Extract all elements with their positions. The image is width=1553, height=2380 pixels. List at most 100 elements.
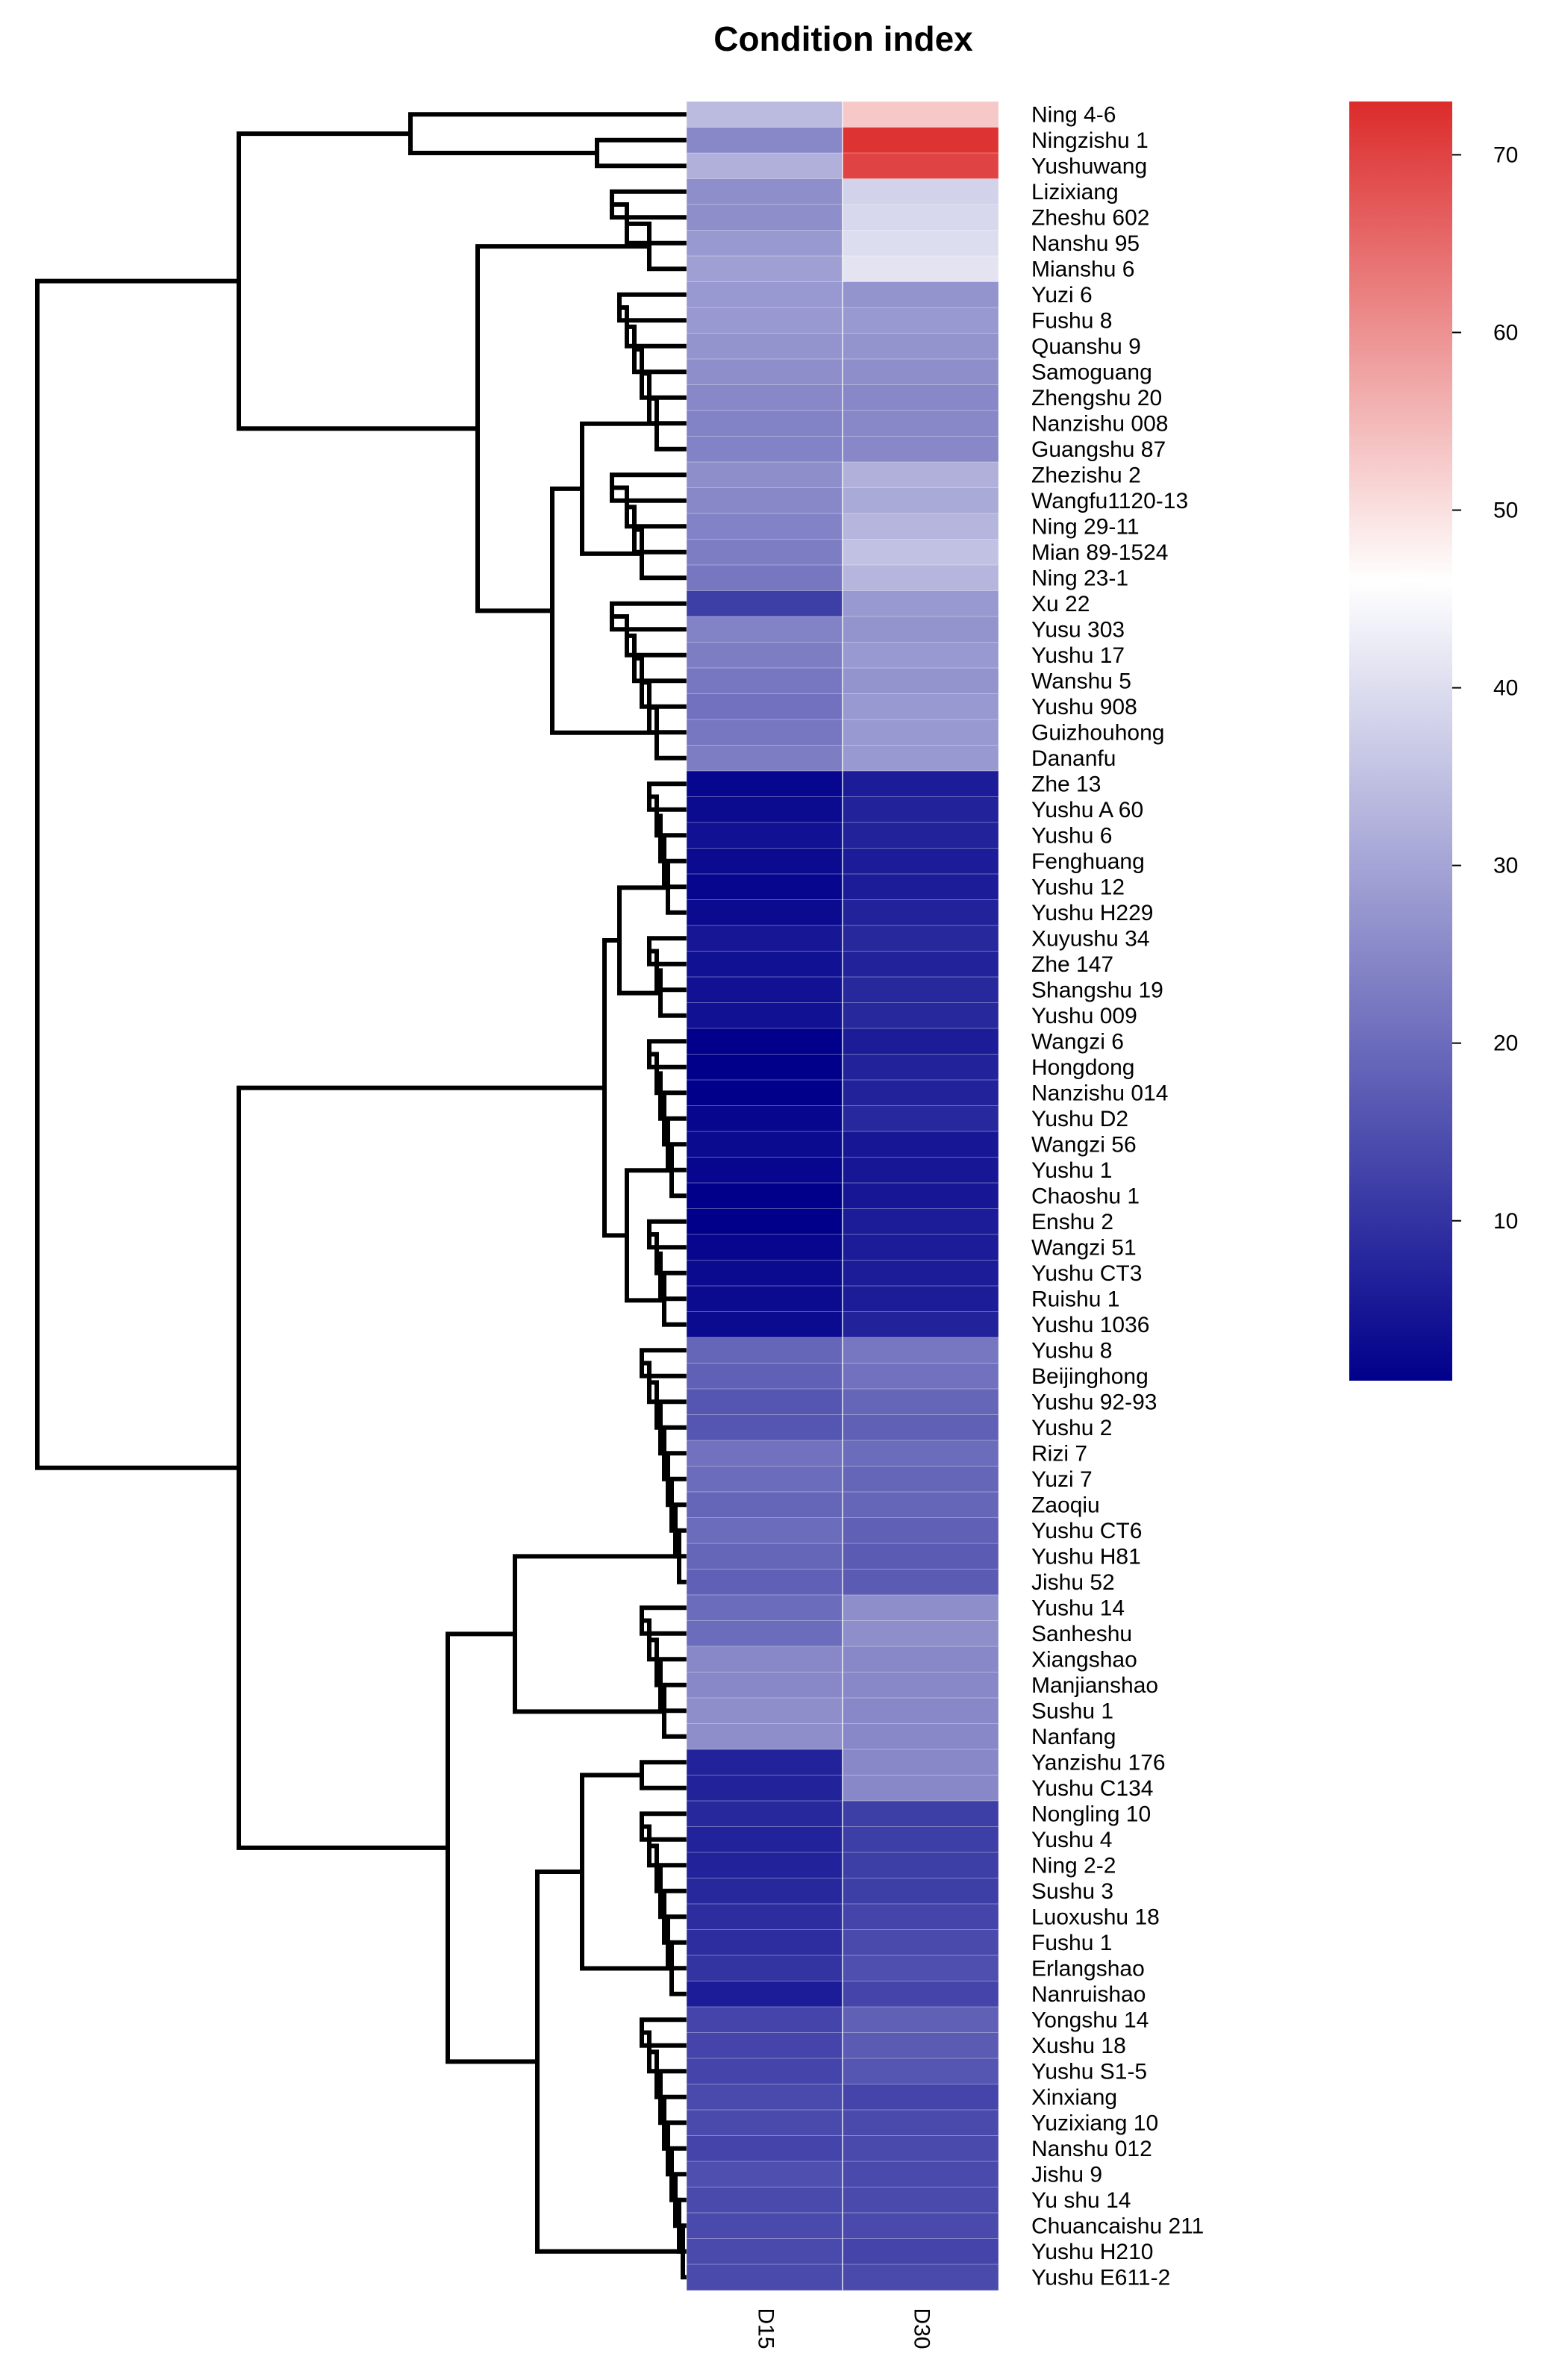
row-label: Mianshu 6	[1031, 257, 1134, 281]
heatmap-cell	[842, 1260, 999, 1287]
heatmap-cell	[686, 848, 843, 875]
heatmap-cells	[686, 101, 999, 2291]
heatmap-cell	[842, 1672, 999, 1699]
heatmap-cell	[842, 1363, 999, 1390]
row-label: Yuzi 7	[1031, 1467, 1093, 1492]
row-label: Yongshu 14	[1031, 2008, 1149, 2032]
dendrogram-branch	[602, 937, 629, 1238]
heatmap-cell	[842, 1981, 999, 2008]
heatmap-cell	[686, 410, 843, 437]
row-label: Yushu D2	[1031, 1107, 1128, 1131]
heatmap-cell	[686, 1543, 843, 1570]
heatmap-cell	[842, 2032, 999, 2060]
heatmap-cell	[842, 745, 999, 772]
row-label: Sushu 1	[1031, 1699, 1113, 1723]
heatmap-cell	[842, 976, 999, 1004]
heatmap-cell	[842, 925, 999, 952]
heatmap-cell	[842, 1285, 999, 1313]
row-label: Nanruishao	[1031, 1982, 1146, 2007]
row-label: Yushuwang	[1031, 154, 1147, 178]
heatmap-cell	[686, 1208, 843, 1236]
row-label: Yushu CT3	[1031, 1261, 1142, 1286]
heatmap-cell	[686, 2161, 843, 2188]
heatmap-cell	[842, 1697, 999, 1725]
dendrogram-branch	[35, 278, 241, 1470]
heatmap-cell	[842, 1543, 999, 1570]
row-label: Dananfu	[1031, 746, 1116, 771]
heatmap-cell	[842, 796, 999, 824]
heatmap-cell	[686, 1260, 843, 1287]
heatmap-cell	[686, 2212, 843, 2240]
heatmap-cell	[686, 1826, 843, 1854]
heatmap-cell	[842, 693, 999, 721]
heatmap-cell	[686, 2135, 843, 2163]
heatmap-cell	[686, 1234, 843, 1261]
row-label: Yushu E611-2	[1031, 2265, 1170, 2290]
heatmap-cell	[842, 333, 999, 360]
heatmap-cell	[842, 2264, 999, 2291]
heatmap-cell	[686, 2238, 843, 2266]
heatmap-cell	[842, 1182, 999, 1210]
heatmap-cell	[842, 1131, 999, 1158]
row-label: Nanzishu 008	[1031, 411, 1168, 436]
row-label: Wanshu 5	[1031, 669, 1131, 693]
row-label: Yushu 17	[1031, 643, 1125, 668]
heatmap-cell	[686, 1697, 843, 1725]
row-label: Zhe 13	[1031, 772, 1101, 796]
row-label: Yushu 8	[1031, 1338, 1112, 1363]
colorbar-tick-label: 40	[1493, 676, 1518, 701]
heatmap-cell	[686, 1285, 843, 1313]
heatmap-cell	[686, 2084, 843, 2111]
row-label: Yushu C134	[1031, 1776, 1153, 1801]
heatmap-cell	[686, 1440, 843, 1467]
heatmap-cell	[842, 101, 999, 128]
row-label: Fenghuang	[1031, 849, 1145, 874]
heatmap-cell	[842, 1337, 999, 1364]
row-label: Fushu 8	[1031, 308, 1112, 333]
heatmap-cell	[842, 461, 999, 489]
row-label: Luoxushu 18	[1031, 1905, 1160, 1929]
row-dendrogram	[35, 112, 689, 2280]
heatmap-cell	[686, 513, 843, 540]
row-label: Yushu S1-5	[1031, 2059, 1147, 2084]
row-label: Nanshu 95	[1031, 231, 1140, 256]
row-label: Manjianshao	[1031, 1673, 1158, 1698]
heatmap-cell	[842, 255, 999, 283]
heatmap-cell	[686, 616, 843, 643]
row-label: Ningzishu 1	[1031, 128, 1149, 153]
row-label: Zhengshu 20	[1031, 386, 1162, 410]
row-label: Yushu H81	[1031, 1544, 1141, 1569]
heatmap-cell	[686, 1723, 843, 1751]
heatmap-cell	[686, 1388, 843, 1416]
heatmap-cell	[686, 1054, 843, 1081]
dendrogram-branch	[535, 1870, 685, 2254]
heatmap-cell	[842, 1311, 999, 1339]
heatmap-cell	[686, 796, 843, 824]
row-label: Mian 89-1524	[1031, 540, 1168, 565]
heatmap-cell	[686, 1672, 843, 1699]
heatmap-cell	[842, 822, 999, 849]
heatmap-cell	[686, 1929, 843, 1957]
heatmap-cell	[686, 384, 843, 412]
row-label: Ning 29-11	[1031, 514, 1140, 539]
heatmap-cell	[842, 1646, 999, 1673]
heatmap-cell	[842, 1440, 999, 1467]
heatmap-cell	[842, 2084, 999, 2111]
heatmap-cell	[686, 127, 843, 154]
row-label: Yushu 1	[1031, 1158, 1112, 1183]
row-label: Yushu CT6	[1031, 1519, 1142, 1543]
heatmap-cell	[686, 333, 843, 360]
heatmap-cell	[842, 230, 999, 257]
heatmap-cell	[686, 590, 843, 618]
heatmap-cell	[686, 461, 843, 489]
row-label: Lizixiang	[1031, 180, 1119, 204]
row-label: Yuzi 6	[1031, 283, 1093, 307]
heatmap-cell	[686, 822, 843, 849]
heatmap-cell	[686, 1414, 843, 1442]
heatmap-cell	[842, 410, 999, 437]
heatmap-cell	[842, 152, 999, 180]
dendrogram-branch	[446, 1631, 540, 2064]
heatmap-cell	[686, 745, 843, 772]
heatmap-cell	[686, 642, 843, 669]
